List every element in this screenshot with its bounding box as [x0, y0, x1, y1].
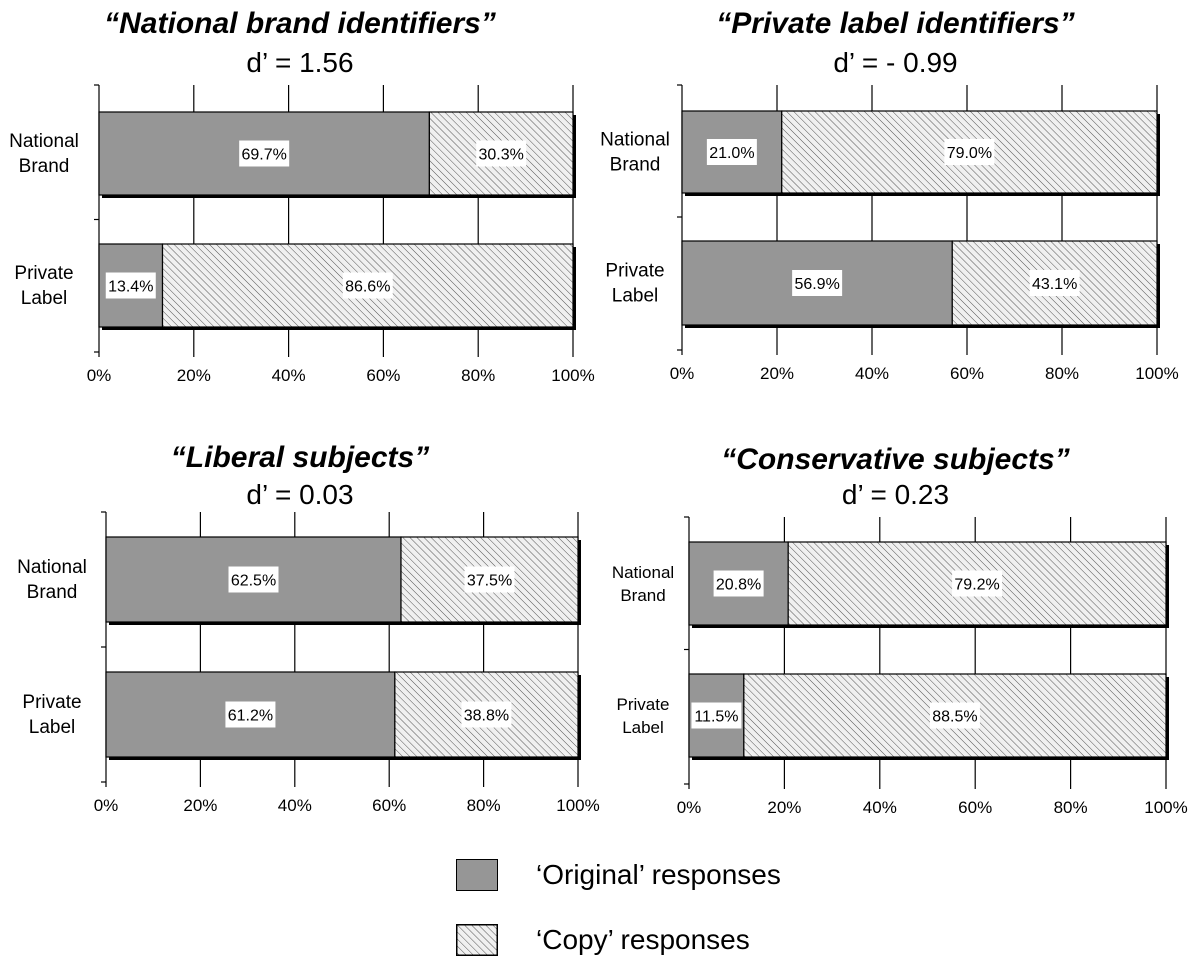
data-label-original-bg — [239, 140, 290, 167]
x-tick-label: 0% — [87, 366, 112, 385]
x-tick-label: 100% — [1135, 364, 1178, 383]
x-tick-label: 40% — [855, 364, 889, 383]
data-label-copy: 86.6% — [345, 279, 390, 296]
data-label-original-bg — [792, 270, 843, 296]
data-label-original: 20.8% — [716, 577, 761, 594]
category-label: National Brand — [600, 130, 670, 176]
data-label-original: 11.5% — [694, 709, 738, 726]
chart-panel-private-label-identifiers: “Private label identifiers” d’ = - 0.99 … — [597, 0, 1194, 400]
data-label-original-bg — [706, 139, 757, 165]
data-label-copy-bg — [464, 566, 515, 593]
data-label-original: 13.4% — [108, 279, 153, 296]
category-label: Private Label — [605, 261, 664, 307]
data-label-copy-bg — [461, 701, 512, 728]
x-tick-label: 80% — [467, 796, 501, 815]
data-label-copy: 30.3% — [479, 147, 524, 164]
x-tick-label: 60% — [958, 798, 992, 817]
x-tick-label: 0% — [94, 796, 119, 815]
data-label-copy-bg — [1029, 270, 1080, 296]
legend-swatch-original — [456, 859, 498, 891]
data-label-copy: 38.8% — [464, 708, 509, 725]
x-tick-label: 60% — [366, 366, 400, 385]
x-tick-label: 20% — [767, 798, 801, 817]
x-tick-label: 40% — [272, 366, 306, 385]
chart-panel-liberal-subjects: “Liberal subjects” d’ = 0.03 0% 20% 40% 60%… — [0, 432, 600, 832]
data-label-copy-bg — [952, 570, 1003, 597]
data-label-original: 62.5% — [231, 573, 276, 590]
x-tick-label: 20% — [760, 364, 794, 383]
data-label-original: 21.0% — [709, 145, 754, 162]
chart-plot: 0% 20% 40% 60% 80% 100% 20.8% 79.2% National Bran… — [612, 516, 1188, 817]
chart-title: “Liberal subjects” — [170, 441, 430, 474]
category-label: Private Label — [617, 695, 670, 737]
chart-panel-national-brand-identifiers: “National brand identifiers” d’ = 1.56 0… — [0, 0, 600, 400]
data-label-copy-bg — [342, 272, 393, 299]
data-label-copy-bg — [929, 702, 980, 729]
x-tick-label: 100% — [556, 796, 599, 815]
x-tick-label: 60% — [372, 796, 406, 815]
chart-subtitle: d’ = - 0.99 — [833, 47, 958, 78]
data-label-original: 61.2% — [228, 708, 273, 725]
x-tick-label: 80% — [1045, 364, 1079, 383]
data-label-copy-bg — [944, 139, 995, 165]
legend-swatch-copy-fill — [456, 924, 498, 956]
data-label-original-bg — [228, 566, 279, 593]
chart-plot: 0% 20% 40% 60% 80% 100% 69.7% 30.3% National Bran… — [9, 84, 595, 385]
legend-label-copy: ‘Copy’ responses — [536, 924, 750, 955]
data-label-copy-bg — [476, 140, 527, 167]
data-label-copy: 88.5% — [932, 709, 977, 726]
chart-title: “Conservative subjects” — [721, 443, 1070, 476]
x-tick-label: 60% — [950, 364, 984, 383]
legend-item-original: ‘Original’ responses — [456, 859, 781, 891]
chart-panel-conservative-subjects: “Conservative subjects” d’ = 0.23 0% 20% 4… — [597, 432, 1194, 832]
x-tick-label: 80% — [461, 366, 495, 385]
chart-subtitle: d’ = 0.23 — [841, 479, 950, 510]
category-label: Private Label — [14, 263, 73, 309]
x-tick-label: 40% — [278, 796, 312, 815]
x-tick-label: 20% — [177, 366, 211, 385]
x-tick-label: 100% — [1144, 798, 1187, 817]
data-label-original-bg — [713, 570, 764, 597]
chart-subtitle: d’ = 1.56 — [246, 47, 354, 78]
x-tick-label: 40% — [863, 798, 897, 817]
data-label-original-bg — [225, 701, 276, 728]
chart-plot: 0% 20% 40% 60% 80% 100% 62.5% 37.5% National Bran… — [17, 511, 600, 815]
data-label-copy: 37.5% — [467, 573, 512, 590]
chart-legend: ‘Original’ responses ‘Copy’ responses — [456, 856, 856, 956]
category-label: National Brand — [612, 563, 674, 605]
data-label-copy: 43.1% — [1032, 276, 1077, 293]
data-label-original: 56.9% — [794, 276, 839, 293]
data-label-original-bg — [105, 272, 156, 299]
legend-label-original: ‘Original’ responses — [536, 859, 781, 890]
chart-plot: 0% 20% 40% 60% 80% 100% 21.0% 79.0% National Bran… — [600, 84, 1179, 383]
chart-title: “National brand identifiers” — [104, 7, 496, 40]
data-label-original-bg — [691, 702, 742, 729]
x-tick-label: 0% — [670, 364, 695, 383]
data-label-original: 69.7% — [242, 147, 287, 164]
x-tick-label: 20% — [183, 796, 217, 815]
x-tick-label: 100% — [551, 366, 594, 385]
category-label: Private Label — [22, 692, 81, 738]
data-label-copy: 79.0% — [947, 145, 992, 162]
chart-subtitle: d’ = 0.03 — [246, 479, 354, 510]
data-label-copy: 79.2% — [954, 577, 999, 594]
chart-title: “Private label identifiers” — [716, 7, 1075, 40]
legend-swatch-copy — [456, 924, 498, 956]
category-label: National Brand — [17, 557, 87, 603]
x-tick-label: 80% — [1054, 798, 1088, 817]
category-label: National Brand — [9, 131, 79, 177]
bar-segment-original — [105, 536, 402, 623]
legend-item-copy: ‘Copy’ responses — [456, 924, 750, 956]
x-tick-label: 0% — [677, 798, 702, 817]
